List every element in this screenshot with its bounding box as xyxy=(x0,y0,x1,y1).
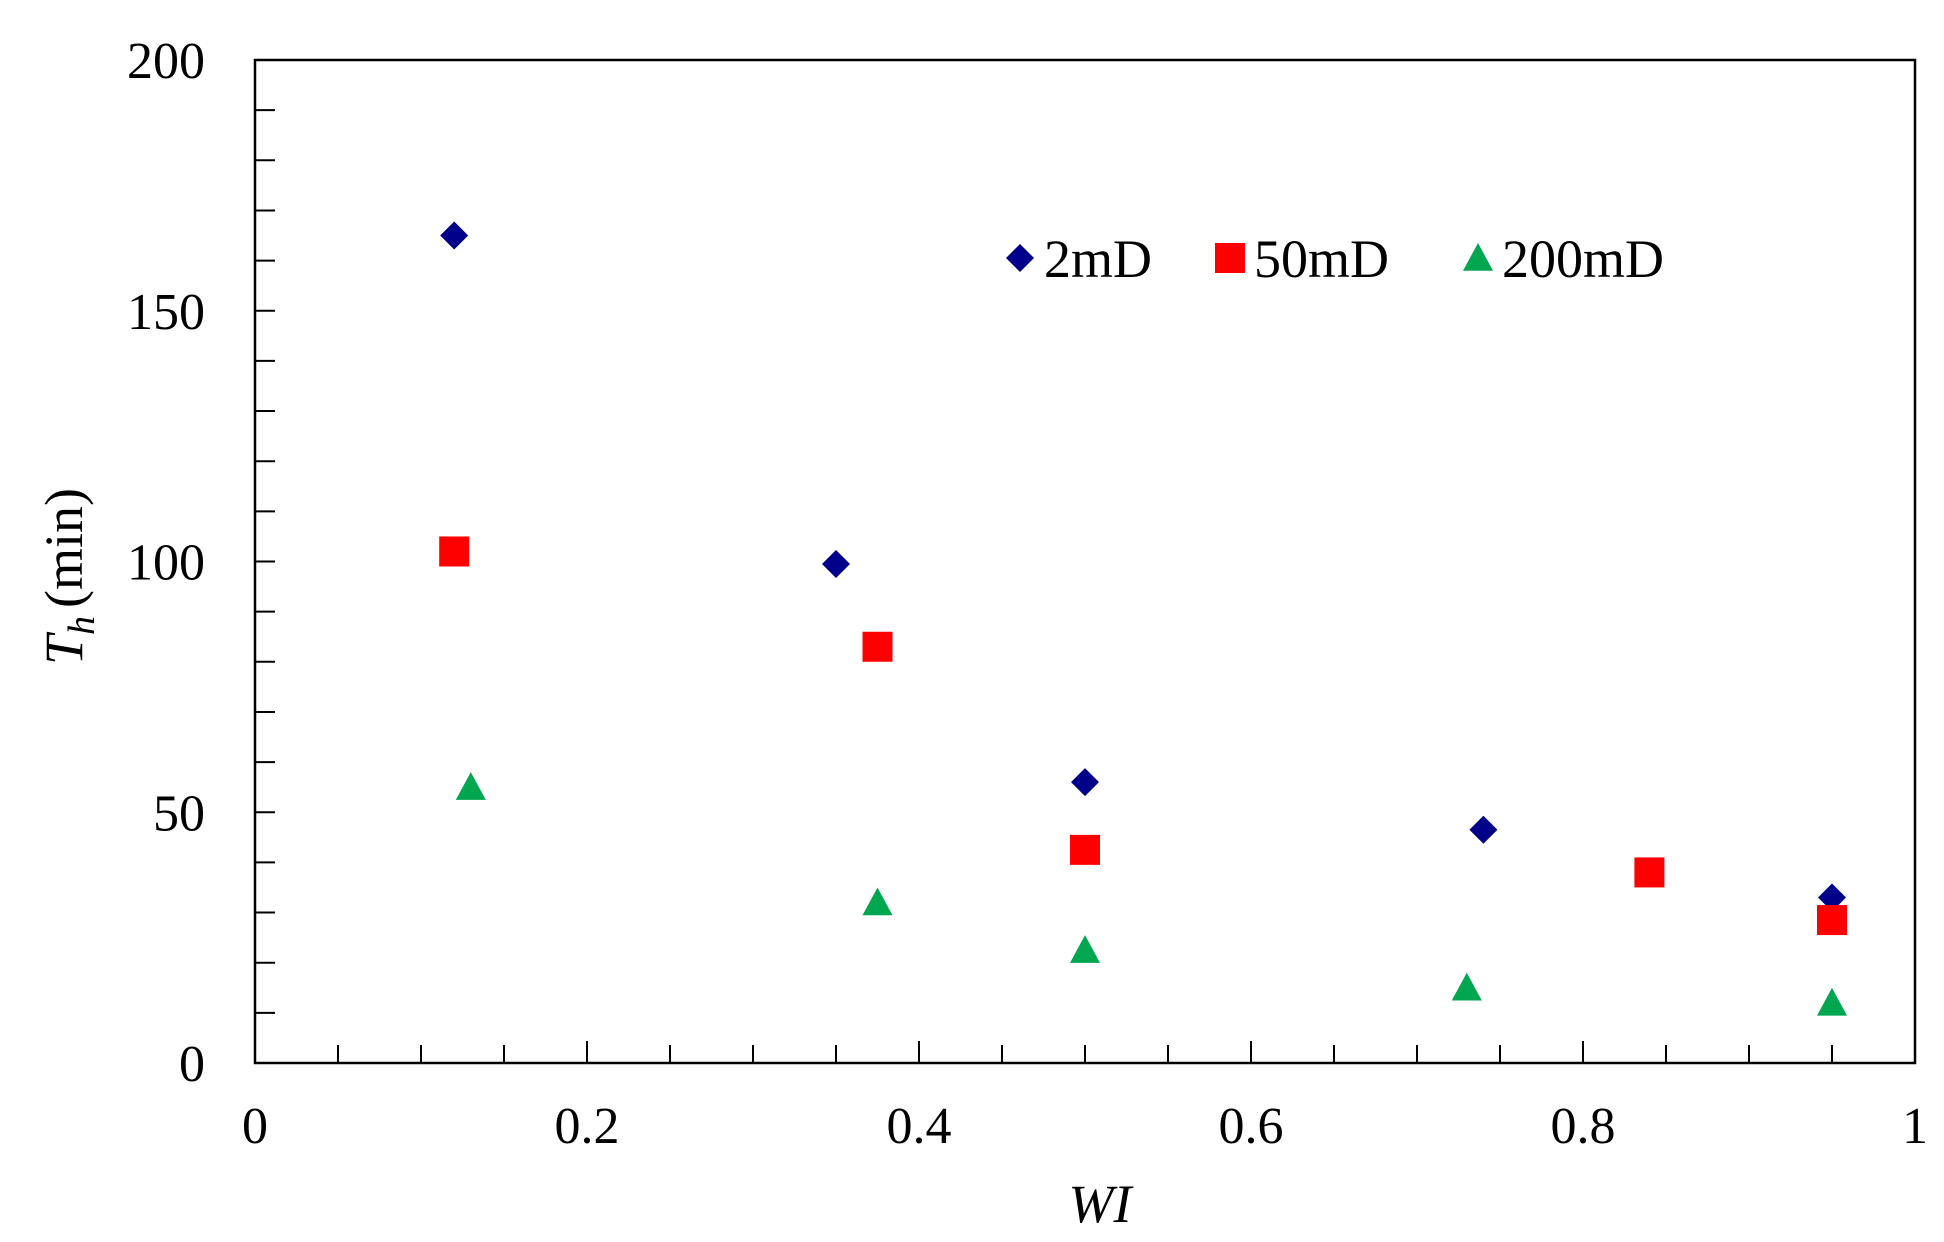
legend-item: 200mD xyxy=(1463,229,1664,289)
legend-label: 50mD xyxy=(1254,229,1389,289)
data-points xyxy=(439,221,1847,1016)
data-point xyxy=(1469,815,1498,844)
data-point xyxy=(862,631,893,662)
data-point xyxy=(439,536,470,567)
y-tick-label: 50 xyxy=(153,785,205,842)
y-tick-label: 0 xyxy=(179,1036,205,1093)
data-point xyxy=(1451,972,1482,1001)
x-tick-label: 0 xyxy=(242,1098,268,1155)
data-point xyxy=(1071,768,1099,797)
data-point xyxy=(1070,935,1100,963)
y-tick-label: 150 xyxy=(127,284,205,341)
legend-marker xyxy=(1215,243,1245,273)
x-tick-label: 0.6 xyxy=(1219,1098,1284,1155)
data-point xyxy=(1817,987,1847,1016)
y-tick-label: 100 xyxy=(127,535,205,592)
legend-label: 2mD xyxy=(1044,229,1152,289)
data-point xyxy=(1070,834,1100,865)
legend-item: 2mD xyxy=(1006,229,1152,289)
y-axis-title-unit: (min) xyxy=(34,488,94,608)
tick-labels: 0 0.2 0.4 0.6 0.8 1 0 50 100 150 200 xyxy=(127,33,1928,1155)
y-tick-label: 200 xyxy=(127,33,205,90)
plot-area-frame xyxy=(253,58,1917,1065)
data-point xyxy=(1818,883,1846,912)
y-axis-title-subscript: h xyxy=(61,616,103,635)
x-tick-label: 0.8 xyxy=(1551,1098,1616,1155)
series-200mD xyxy=(455,772,1847,1016)
data-point xyxy=(1817,905,1847,936)
data-point xyxy=(1634,857,1665,888)
data-point xyxy=(822,550,850,579)
data-point xyxy=(862,887,893,916)
series-2mD xyxy=(440,221,1846,912)
legend: 2mD 50mD 200mD xyxy=(1006,229,1664,289)
legend-marker xyxy=(1006,244,1034,272)
data-point xyxy=(455,772,486,800)
x-tick-label: 0.2 xyxy=(555,1098,620,1155)
axis-ticks xyxy=(254,59,1916,1064)
legend-marker xyxy=(1463,243,1493,271)
series-50mD xyxy=(439,536,1847,936)
legend-label: 200mD xyxy=(1502,229,1664,289)
y-axis-title-symbol: T xyxy=(34,631,94,665)
data-point xyxy=(440,221,469,250)
legend-item: 50mD xyxy=(1215,229,1389,289)
x-axis-title: WI xyxy=(1069,1174,1135,1234)
x-tick-label: 0.4 xyxy=(887,1098,952,1155)
x-tick-label: 1 xyxy=(1902,1098,1928,1155)
y-axis-title: Th (min) xyxy=(34,488,103,665)
